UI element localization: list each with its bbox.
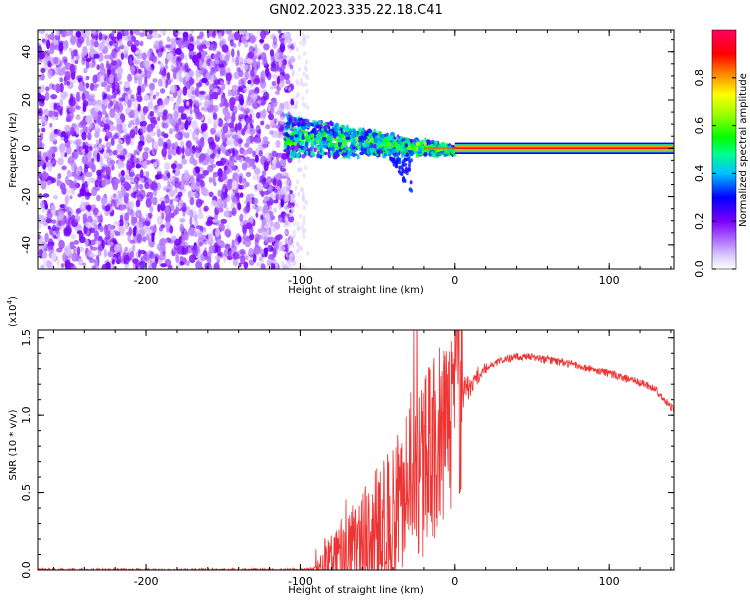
colorbar-tick-label: 0.6 bbox=[693, 117, 706, 135]
snr-series-line bbox=[38, 330, 674, 570]
colorbar-tick-label: 0.2 bbox=[693, 212, 706, 230]
snr-frame bbox=[37, 329, 675, 571]
x-tick-label: -200 bbox=[134, 274, 159, 287]
colorbar-tick-label: 0.4 bbox=[693, 165, 706, 183]
colorbar-label: Normalized spectral amplitude bbox=[738, 73, 749, 227]
snr-ylabel: SNR (10 * v/v) bbox=[8, 409, 19, 480]
x-tick-label: 0 bbox=[451, 575, 458, 588]
snr-scale-factor: (x104) bbox=[6, 296, 19, 327]
spectrogram-frame bbox=[37, 29, 675, 270]
x-tick-label: -100 bbox=[288, 274, 313, 287]
y-tick-label: -20 bbox=[20, 188, 33, 206]
spectrogram-ylabel: Frequency (Hz) bbox=[8, 112, 19, 188]
x-tick-label: 100 bbox=[599, 575, 620, 588]
y-tick-label: 0.0 bbox=[20, 561, 33, 579]
spectrogram-xlabel: Height of straight line (km) bbox=[288, 285, 424, 296]
x-tick-label: -200 bbox=[134, 575, 159, 588]
y-tick-label: 1.0 bbox=[20, 406, 33, 424]
colorbar-gradient bbox=[711, 29, 737, 270]
x-tick-label: 100 bbox=[599, 274, 620, 287]
colorbar: 0.0 0.2 0.4 0.6 0.8 Normalized spectral ampl… bbox=[693, 29, 749, 278]
snr-axes: -200 -100 0 100 0.0 0.5 1.0 1.5 bbox=[20, 329, 674, 588]
colorbar-tick-label: 0.0 bbox=[693, 260, 706, 278]
y-tick-label: 40 bbox=[20, 45, 33, 59]
spectrogram-heatmap bbox=[38, 30, 674, 269]
y-tick-label: 0 bbox=[20, 145, 33, 152]
y-tick-label: 0.5 bbox=[20, 484, 33, 502]
y-tick-label: 20 bbox=[20, 93, 33, 107]
colorbar-ticks: 0.0 0.2 0.4 0.6 0.8 bbox=[693, 69, 736, 278]
figure-title: GN02.2023.335.22.18.C41 bbox=[269, 3, 443, 18]
snr-xlabel: Height of straight line (km) bbox=[288, 585, 424, 596]
x-tick-label: 0 bbox=[451, 274, 458, 287]
y-tick-label: 1.5 bbox=[20, 329, 33, 347]
y-tick-label: -40 bbox=[20, 236, 33, 254]
colorbar-tick-label: 0.8 bbox=[693, 69, 706, 87]
snr-panel: -200 -100 0 100 0.0 0.5 1.0 1.5 Height of strai… bbox=[6, 296, 675, 596]
x-tick-label: -100 bbox=[288, 575, 313, 588]
